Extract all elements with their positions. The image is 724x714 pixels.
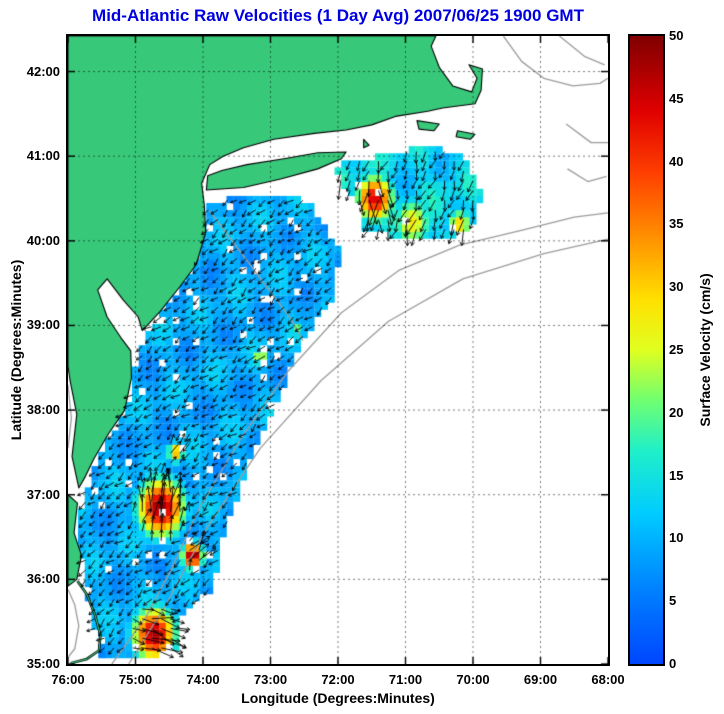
x-tick-label: 75:00 <box>118 672 153 687</box>
x-axis-label: Longitude (Degrees:Minutes) <box>241 690 435 706</box>
colorbar-tick-label: 5 <box>669 593 677 609</box>
x-tick-label: 74:00 <box>186 672 220 687</box>
x-tick-label: 73:00 <box>253 672 288 687</box>
y-tick-label: 37:00 <box>26 486 60 502</box>
chart-title: Mid-Atlantic Raw Velocities (1 Day Avg) … <box>92 6 584 25</box>
y-tick-label: 41:00 <box>26 148 60 164</box>
colorbar-tick-label: 15 <box>669 467 684 483</box>
colorbar-tick-label: 20 <box>669 404 684 420</box>
colorbar-tick-label: 35 <box>669 216 684 232</box>
colorbar-tick-label: 50 <box>669 28 684 43</box>
colorbar-tick-label: 45 <box>669 90 684 106</box>
map-canvas <box>66 34 610 666</box>
x-tick-label: 68:00 <box>591 672 625 687</box>
colorbar-tick-label: 40 <box>669 153 684 169</box>
colorbar-tick-label: 30 <box>669 279 684 295</box>
x-tick-label: 69:00 <box>523 672 558 687</box>
colorbar-label: Surface Velocity (cm/s) <box>697 273 713 427</box>
y-tick-label: 35:00 <box>26 656 60 671</box>
y-tick-label: 36:00 <box>26 571 60 587</box>
y-tick-label: 38:00 <box>26 402 60 418</box>
x-tick-label: 71:00 <box>388 672 423 687</box>
x-tick-label: 70:00 <box>456 672 490 687</box>
colorbar-tick-label: 0 <box>669 656 677 671</box>
y-tick-label: 40:00 <box>26 232 60 248</box>
y-tick-label: 39:00 <box>26 317 60 333</box>
colorbar-tick-label: 25 <box>669 342 684 357</box>
colorbar-tick-label: 10 <box>669 530 684 546</box>
colorbar-gradient <box>628 34 665 666</box>
x-tick-label: 76:00 <box>51 672 85 687</box>
y-tick-label: 42:00 <box>26 63 60 79</box>
x-tick-label: 72:00 <box>321 672 355 687</box>
